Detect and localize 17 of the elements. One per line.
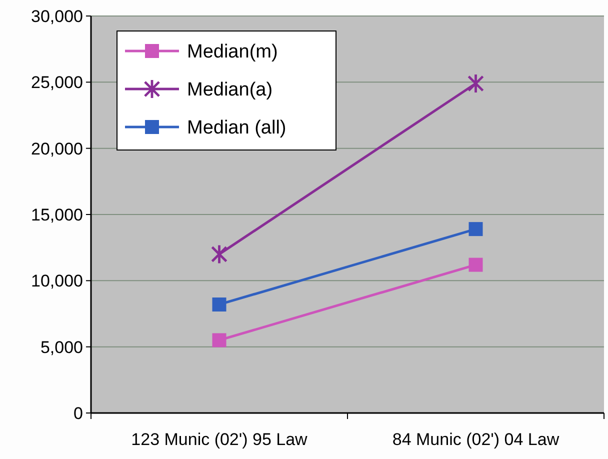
point (468, 222, 483, 236)
x-tick-label: 123 Munic (02') 95 Law (131, 430, 308, 449)
y-tick-label: 25,000 (31, 73, 83, 92)
legend-label: Median(m) (187, 42, 278, 63)
point (212, 333, 226, 348)
x-tick-label: 84 Munic (02') 04 Law (392, 430, 560, 449)
legend-label: Median (all) (187, 118, 286, 139)
y-tick-label: 10,000 (31, 272, 83, 291)
y-tick-label: 0 (74, 404, 83, 423)
point (468, 258, 483, 272)
y-tick-label: 15,000 (31, 205, 83, 224)
y-tick-label: 30,000 (31, 6, 83, 26)
point (212, 297, 226, 312)
y-tick-label: 20,000 (31, 139, 83, 158)
y-tick-label: 5,000 (40, 338, 83, 357)
point (211, 245, 228, 264)
legend-label: Median(a) (187, 80, 273, 101)
